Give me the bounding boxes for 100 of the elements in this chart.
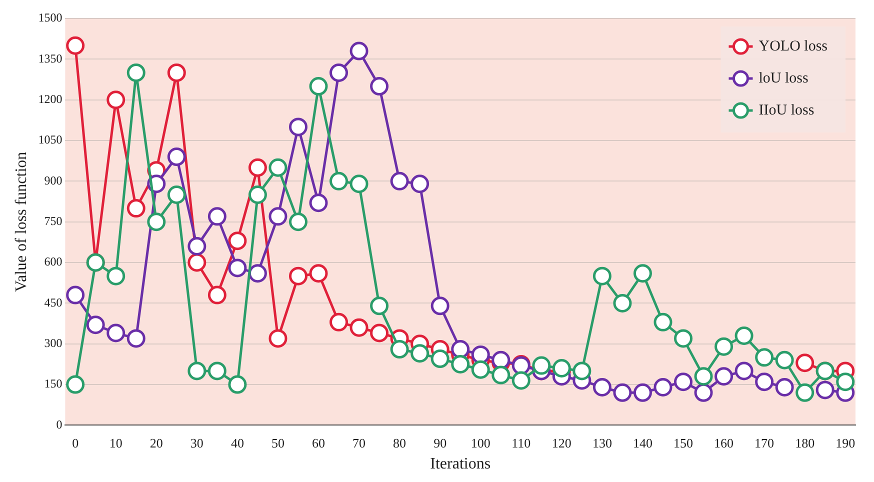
x-tick-label: 170: [754, 435, 774, 450]
point: [288, 266, 308, 286]
x-tick-label: 150: [674, 435, 694, 450]
point: [390, 172, 409, 190]
point: [674, 329, 693, 348]
x-tick-label: 30: [190, 435, 204, 450]
point: [208, 286, 226, 304]
point: [248, 158, 267, 177]
point: [330, 63, 348, 82]
point: [390, 340, 409, 359]
point: [492, 366, 510, 384]
point: [66, 36, 85, 55]
point: [633, 264, 652, 283]
y-tick-label: 600: [44, 254, 62, 269]
point: [288, 118, 308, 136]
legend-label: loU loss: [758, 70, 808, 86]
point: [309, 77, 328, 96]
y-tick-label: 150: [44, 376, 62, 391]
point: [248, 264, 267, 283]
point: [330, 172, 348, 190]
point: [350, 42, 368, 60]
x-tick-label: 0: [72, 435, 79, 450]
point: [592, 266, 612, 286]
point: [309, 194, 328, 212]
point: [775, 350, 794, 370]
point: [208, 207, 226, 226]
point: [410, 344, 430, 363]
point: [188, 253, 206, 272]
point: [86, 316, 105, 334]
y-tick-label: 1050: [38, 132, 62, 147]
point: [167, 148, 186, 166]
x-tick-label: 80: [393, 435, 406, 450]
point: [106, 266, 126, 286]
point: [471, 360, 490, 379]
point: [755, 372, 774, 392]
point: [309, 264, 328, 283]
point: [592, 378, 612, 396]
point: [350, 174, 368, 194]
point: [370, 77, 389, 96]
point: [654, 378, 672, 396]
point: [268, 329, 288, 348]
point: [492, 350, 510, 370]
point: [410, 174, 430, 194]
x-tick-label: 40: [230, 435, 244, 450]
y-tick-label: 1350: [38, 51, 62, 66]
point: [471, 345, 490, 364]
x-tick-label: 110: [512, 435, 531, 450]
point: [816, 380, 834, 400]
point: [532, 356, 551, 375]
point: [836, 372, 855, 392]
x-tick-label: 130: [592, 435, 612, 450]
y-tick-label: 450: [44, 295, 62, 310]
point: [188, 362, 206, 380]
point: [167, 185, 186, 204]
y-axis-title: Value of loss function: [12, 152, 30, 292]
x-tick-label: 140: [632, 435, 652, 450]
point: [126, 329, 146, 348]
x-tick-label: 20: [150, 435, 163, 450]
point: [106, 324, 126, 342]
point: [106, 90, 126, 110]
y-tick-label: 0: [56, 417, 62, 432]
y-tick-label: 900: [44, 173, 62, 188]
point: [268, 158, 288, 177]
x-tick-label: 90: [434, 435, 447, 450]
y-tick-label: 750: [44, 214, 62, 228]
x-tick-label: 70: [352, 435, 366, 450]
point: [613, 294, 632, 312]
point: [167, 63, 186, 82]
point: [734, 362, 754, 380]
point: [694, 367, 713, 386]
point: [654, 312, 672, 332]
point: [796, 354, 814, 372]
point: [188, 237, 206, 256]
point: [572, 362, 592, 380]
point: [66, 375, 85, 394]
y-tick-label: 300: [44, 336, 62, 350]
x-tick-label: 160: [714, 435, 734, 450]
point: [248, 185, 267, 204]
x-tick-label: 100: [470, 435, 490, 450]
point: [268, 207, 288, 226]
point: [330, 312, 348, 332]
x-tick-label: 10: [109, 435, 122, 450]
point: [755, 348, 774, 367]
y-tick-label: 1500: [38, 10, 62, 25]
point: [734, 326, 754, 345]
point: [288, 212, 308, 232]
point: [613, 383, 632, 402]
legend-label: YOLO loss: [758, 38, 828, 54]
point: [228, 375, 247, 394]
point: [633, 383, 652, 402]
point: [775, 378, 794, 396]
point: [674, 372, 693, 392]
x-axis-title: Iterations: [430, 456, 491, 473]
point: [350, 318, 368, 337]
point: [796, 383, 814, 402]
point: [66, 286, 85, 304]
point: [451, 354, 470, 374]
point: [126, 63, 146, 82]
point: [147, 212, 166, 232]
x-tick-label: 60: [312, 435, 325, 450]
